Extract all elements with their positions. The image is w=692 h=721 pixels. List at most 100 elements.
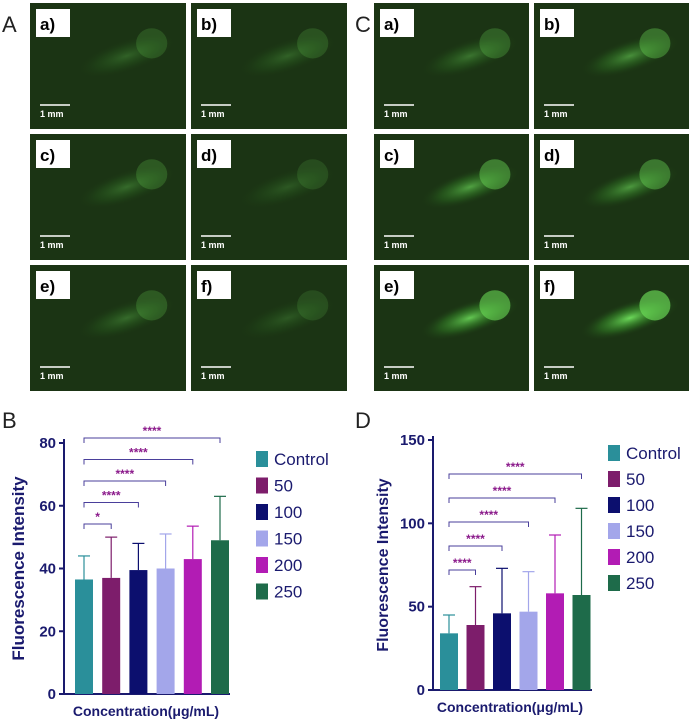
legend-swatch: [608, 523, 620, 539]
scale-bar-label: 1 mm: [544, 109, 568, 119]
significance-bracket: [448, 497, 556, 503]
significance-label: ****: [129, 446, 148, 460]
legend-swatch: [608, 549, 620, 565]
micrograph-tile: e) 1 mm: [30, 265, 186, 391]
tile-label: c): [384, 146, 399, 165]
scale-bar-label: 1 mm: [201, 240, 225, 250]
tile-label-box: [380, 140, 414, 168]
legend-label: 100: [626, 496, 654, 515]
micrograph-tile: c) 1 mm: [30, 134, 186, 260]
y-tick-label: 150: [400, 432, 425, 449]
tile-label-box: [197, 140, 231, 168]
legend-swatch: [608, 445, 620, 461]
tile-label: a): [40, 15, 55, 34]
y-tick-label: 100: [400, 515, 425, 532]
tile-label: e): [40, 277, 55, 296]
larva-body-glow: [76, 164, 178, 210]
chart-b: B 020406080*****************Fluorescence…: [2, 408, 329, 719]
micrograph-tile: f) 1 mm: [534, 265, 689, 391]
scale-bar-label: 1 mm: [40, 240, 64, 250]
scale-bar-label: 1 mm: [40, 109, 64, 119]
bar-200: [183, 559, 202, 694]
panel-a: A a) 1 mm b) 1 mm c) 1 mm d) 1 mm e) 1 mm f) 1 mm: [2, 3, 347, 391]
panel-letter-b: B: [2, 408, 17, 433]
legend-swatch: [256, 583, 268, 600]
bar-control: [440, 633, 458, 690]
larva-body-glow: [76, 33, 178, 79]
legend-label: 150: [626, 522, 654, 541]
bar-250: [572, 595, 591, 690]
larva-body-glow: [419, 164, 521, 210]
significance-label: ****: [143, 424, 162, 438]
bar-50: [466, 625, 485, 690]
legend-label: 250: [626, 574, 654, 593]
bar-250: [211, 540, 229, 694]
significance-bracket: [83, 437, 221, 443]
y-tick-label: 0: [48, 686, 56, 703]
larva-head-glow: [479, 159, 511, 190]
micrograph-tile: a) 1 mm: [374, 3, 529, 129]
bar-50: [102, 577, 121, 694]
legend-swatch: [608, 575, 620, 591]
panel-letter-d: D: [355, 408, 371, 433]
tile-label: e): [384, 277, 399, 296]
scale-bar-label: 1 mm: [384, 371, 408, 381]
scale-bar-label: 1 mm: [40, 371, 64, 381]
micrograph-tile: b) 1 mm: [534, 3, 689, 129]
panel-c: C a) 1 mm b) 1 mm c) 1 mm d) 1 mm e) 1 mm f) 1 mm: [355, 3, 689, 391]
x-axis-title: Concentration(μg/mL): [437, 699, 583, 715]
legend-swatch: [608, 471, 620, 487]
y-tick-label: 80: [39, 435, 56, 452]
bar-control: [75, 579, 93, 694]
significance-label: *: [95, 510, 100, 524]
tile-label: f): [201, 277, 212, 296]
y-tick-label: 50: [408, 599, 425, 616]
larva-head-glow: [136, 28, 168, 59]
larva-head-glow: [136, 159, 168, 190]
tile-label-box: [540, 9, 574, 37]
panel-a-tiles: a) 1 mm b) 1 mm c) 1 mm d) 1 mm e) 1 mm f) 1 mm: [30, 3, 347, 391]
y-tick-label: 40: [39, 561, 56, 578]
tile-label: d): [201, 146, 217, 165]
tile-label: d): [544, 146, 560, 165]
micrograph-tile: e) 1 mm: [374, 265, 529, 391]
y-tick-label: 60: [39, 498, 56, 515]
larva-body-glow: [419, 33, 521, 79]
larva-head-glow: [297, 28, 329, 59]
bar-100: [493, 613, 511, 690]
scale-bar-label: 1 mm: [544, 371, 568, 381]
tile-label: f): [544, 277, 555, 296]
micrograph-tile: d) 1 mm: [191, 134, 347, 260]
significance-label: ****: [493, 484, 512, 498]
larva-body-glow: [579, 164, 681, 210]
scale-bar-label: 1 mm: [544, 240, 568, 250]
larva-head-glow: [297, 159, 329, 190]
tile-label: a): [384, 15, 399, 34]
panel-c-tiles: a) 1 mm b) 1 mm c) 1 mm d) 1 mm e) 1 mm f) 1 mm: [374, 3, 689, 391]
legend-label: 200: [274, 556, 302, 575]
significance-label: ****: [466, 532, 485, 546]
significance-label: ****: [479, 508, 498, 522]
legend-label: 50: [626, 470, 645, 489]
larva-body-glow: [237, 33, 339, 79]
tile-label-box: [380, 9, 414, 37]
legend-swatch: [608, 497, 620, 513]
significance-bracket: [83, 523, 112, 529]
larva-head-glow: [639, 290, 671, 321]
tile-label-box: [540, 271, 574, 299]
significance-label: ****: [453, 556, 472, 570]
significance-bracket: [83, 459, 194, 465]
scale-bar-label: 1 mm: [201, 371, 225, 381]
tile-label-box: [380, 271, 414, 299]
y-tick-label: 0: [417, 682, 425, 699]
legend-label: 150: [274, 530, 302, 549]
larva-head-glow: [639, 28, 671, 59]
legend-swatch: [256, 557, 268, 573]
tile-label: b): [544, 15, 560, 34]
legend-swatch: [256, 451, 268, 467]
larva-head-glow: [136, 290, 168, 321]
larva-body-glow: [237, 295, 339, 341]
legend-swatch: [256, 477, 268, 494]
larva-head-glow: [479, 28, 511, 59]
